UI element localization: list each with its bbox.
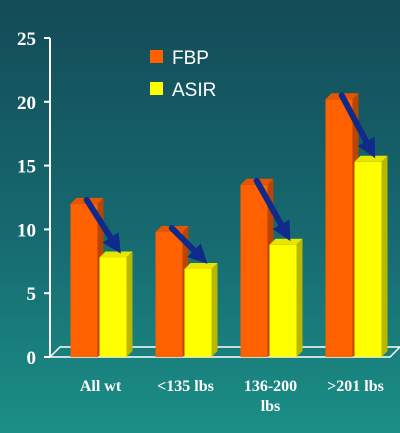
bar-side (296, 238, 303, 357)
x-category-label: 136-200 lbs (244, 378, 297, 415)
decrease-arrow (83, 196, 121, 254)
legend-swatch-asir (150, 82, 163, 95)
bar-asir (184, 262, 218, 357)
bar-asir (269, 238, 303, 357)
decrease-arrow (338, 92, 376, 159)
y-tick-label: 20 (17, 93, 36, 114)
bar-asir (354, 155, 388, 357)
x-category-label: All wt (80, 378, 122, 395)
y-tick-label: 25 (17, 29, 36, 50)
bar-front (99, 257, 127, 357)
bar-front (354, 161, 382, 357)
decrease-arrow (168, 224, 208, 264)
bar-asir (99, 251, 133, 357)
y-tick-label: 5 (27, 284, 37, 305)
bar-front (269, 244, 297, 357)
bar-side (381, 155, 388, 357)
x-category-label: >201 lbs (327, 378, 384, 395)
bar-front (70, 203, 98, 357)
y-tick-label: 0 (27, 348, 37, 369)
decrease-arrow (253, 177, 291, 242)
bar-front (184, 268, 212, 357)
legend-label-fbp: FBP (172, 48, 209, 69)
bars (70, 93, 388, 358)
arrows (83, 92, 376, 264)
bar-front (325, 99, 353, 358)
legend: FBP ASIR (150, 48, 216, 101)
bar-fbp (155, 225, 189, 357)
bar-side (126, 251, 133, 357)
bar-fbp (325, 93, 359, 358)
x-category-label: <135 lbs (157, 378, 214, 395)
y-tick-label: 15 (17, 157, 36, 178)
bar-top (184, 262, 218, 269)
legend-swatch-fbp (150, 50, 163, 63)
bar-side (211, 262, 218, 357)
y-tick-label: 10 (17, 220, 36, 241)
bar-front (155, 231, 183, 357)
axes: 0 5 10 15 20 25 All wt <135 lbs 136-200 lbs >201 l… (17, 29, 400, 415)
legend-label-asir: ASIR (172, 80, 216, 101)
bar-front (240, 184, 268, 357)
